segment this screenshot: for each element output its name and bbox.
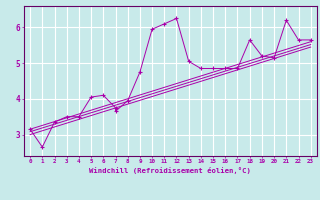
X-axis label: Windchill (Refroidissement éolien,°C): Windchill (Refroidissement éolien,°C) bbox=[90, 167, 251, 174]
